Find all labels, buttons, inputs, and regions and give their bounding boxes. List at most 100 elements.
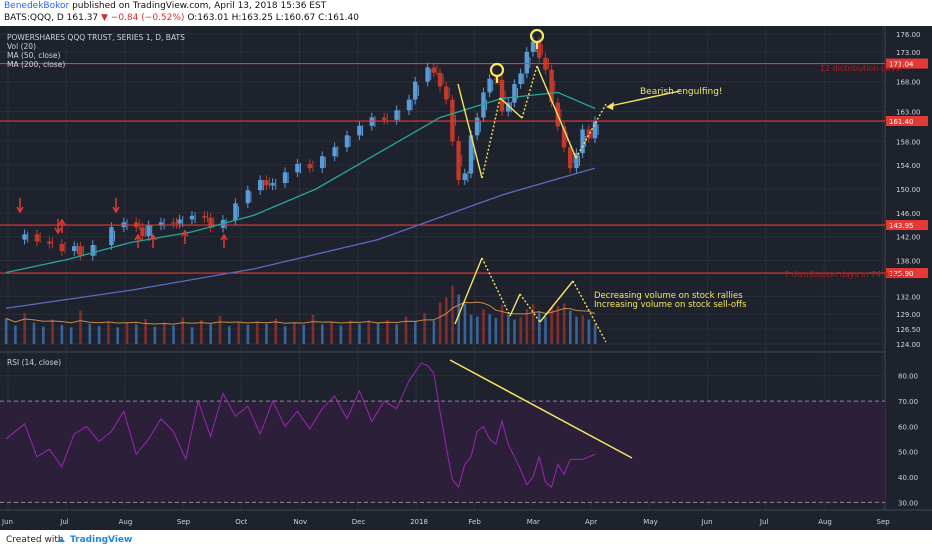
candle-body <box>90 245 95 256</box>
volume-bar <box>116 327 119 344</box>
time-tick-label: Jul <box>59 518 69 526</box>
tradingview-cloud-icon: ☁ <box>56 535 65 545</box>
candle-body <box>47 241 52 244</box>
volume-bar <box>162 322 166 344</box>
price-tick-label: 138.00 <box>896 258 921 266</box>
time-tick-label: Aug <box>818 518 832 526</box>
price-trend-line <box>481 97 501 179</box>
candle-body <box>537 41 542 58</box>
time-tick-label: May <box>643 518 657 526</box>
price-tick-label: 126.50 <box>896 326 921 334</box>
tradingview-brand[interactable]: TradingView <box>70 535 133 545</box>
volume-bar <box>51 319 54 344</box>
volume-trend-line <box>539 280 574 323</box>
candle-body <box>78 246 83 256</box>
candle-body <box>524 51 529 74</box>
volume-bar <box>14 325 17 344</box>
red-arrow-icon <box>16 206 24 214</box>
volume-bar <box>367 320 371 344</box>
rsi-band <box>0 401 885 503</box>
volume-bar <box>507 314 510 344</box>
volume-bar <box>144 318 147 344</box>
volume-bar <box>209 324 212 344</box>
price-chart[interactable]: 176.00 173.00 168.00 163.00 158.00 154.00 150.… <box>0 26 932 530</box>
volume-bar <box>4 318 8 344</box>
red-arrow-icon <box>54 227 62 235</box>
candle-body <box>462 173 467 181</box>
candle-body <box>561 126 567 148</box>
volume-bar <box>575 316 578 344</box>
volume-bar <box>107 321 110 344</box>
volume-bar <box>469 314 473 344</box>
time-tick-label: Dec <box>352 518 366 526</box>
time-tick-label: Apr <box>585 518 597 526</box>
time-tick-label: Jun <box>701 518 713 526</box>
rsi-tick-label: 60.00 <box>898 423 918 431</box>
volume-bar <box>228 326 231 344</box>
price-level-label: 143.95 <box>889 222 914 230</box>
volume-bar <box>544 317 547 344</box>
author-link[interactable]: BenedekBokor <box>4 1 70 11</box>
price-tick-label: 176.00 <box>896 31 921 39</box>
legend-title: POWERSHARES QQQ TRUST, SERIES 1, D, BATS <box>7 33 185 42</box>
candle-body <box>146 225 151 237</box>
volume-bar <box>482 309 485 344</box>
candle-body <box>493 78 498 80</box>
price-level-badge <box>886 220 928 231</box>
time-tick-label: 2018 <box>410 518 428 526</box>
volume-bar <box>581 315 584 344</box>
price-tick-label: 146.00 <box>896 210 921 218</box>
candle-body <box>530 41 536 52</box>
candle-body <box>307 163 312 169</box>
volume-bar <box>79 310 82 344</box>
candle-body <box>344 135 350 148</box>
volume-bar <box>358 323 361 344</box>
price-tick-label: 124.00 <box>896 341 921 349</box>
volume-bar <box>556 305 560 344</box>
arrow-head-icon <box>606 102 614 110</box>
legend-ma200: MA (200, close) <box>7 60 65 69</box>
red-arrow-icon <box>112 206 120 214</box>
volume-bar <box>525 309 529 344</box>
price-trend-line <box>536 65 577 159</box>
volume-bar <box>339 325 343 344</box>
price-level-badge <box>886 268 928 279</box>
legend-ma50: MA (50, close) <box>7 51 61 60</box>
volume-bar <box>395 324 398 344</box>
volume-bar <box>23 313 26 344</box>
published-text: published on TradingView.com, April 13, … <box>72 1 327 11</box>
rsi-tick-label: 50.00 <box>898 449 918 457</box>
volume-trend-line <box>454 257 483 325</box>
volume-bar <box>97 326 101 344</box>
annotation-distribution-7: 7 distribution days in 74 days! <box>784 270 906 279</box>
candle-body <box>413 81 418 100</box>
volume-trend-line <box>572 280 607 343</box>
candle-body <box>189 215 195 220</box>
price-tick-label: 142.00 <box>896 234 921 242</box>
time-tick-label: Nov <box>294 518 308 526</box>
candle-body <box>22 234 27 240</box>
rsi-tick-label: 80.00 <box>898 373 918 381</box>
rsi-line <box>5 362 596 489</box>
volume-bar <box>283 326 287 344</box>
candle-body <box>518 73 523 85</box>
volume-bar <box>135 324 138 344</box>
time-tick-label: Oct <box>235 518 247 526</box>
price-tick-label: 158.00 <box>896 138 921 146</box>
volume-bars <box>4 285 597 344</box>
volume-bar <box>218 315 222 344</box>
ma50-line <box>5 91 596 274</box>
volume-bar <box>414 321 417 344</box>
price-tick-label: 154.00 <box>896 162 921 170</box>
candle-body <box>425 67 430 82</box>
rsi-tick-label: 70.00 <box>898 398 918 406</box>
ma200-line <box>5 167 596 309</box>
horizontal-levels <box>0 62 885 274</box>
volume-bar <box>562 303 566 344</box>
volume-bar <box>463 303 467 344</box>
volume-trend-line <box>509 293 521 317</box>
volume-trend-line <box>519 293 541 323</box>
red-arrow-icon <box>134 233 142 241</box>
time-tick-label: Sep <box>177 518 191 526</box>
